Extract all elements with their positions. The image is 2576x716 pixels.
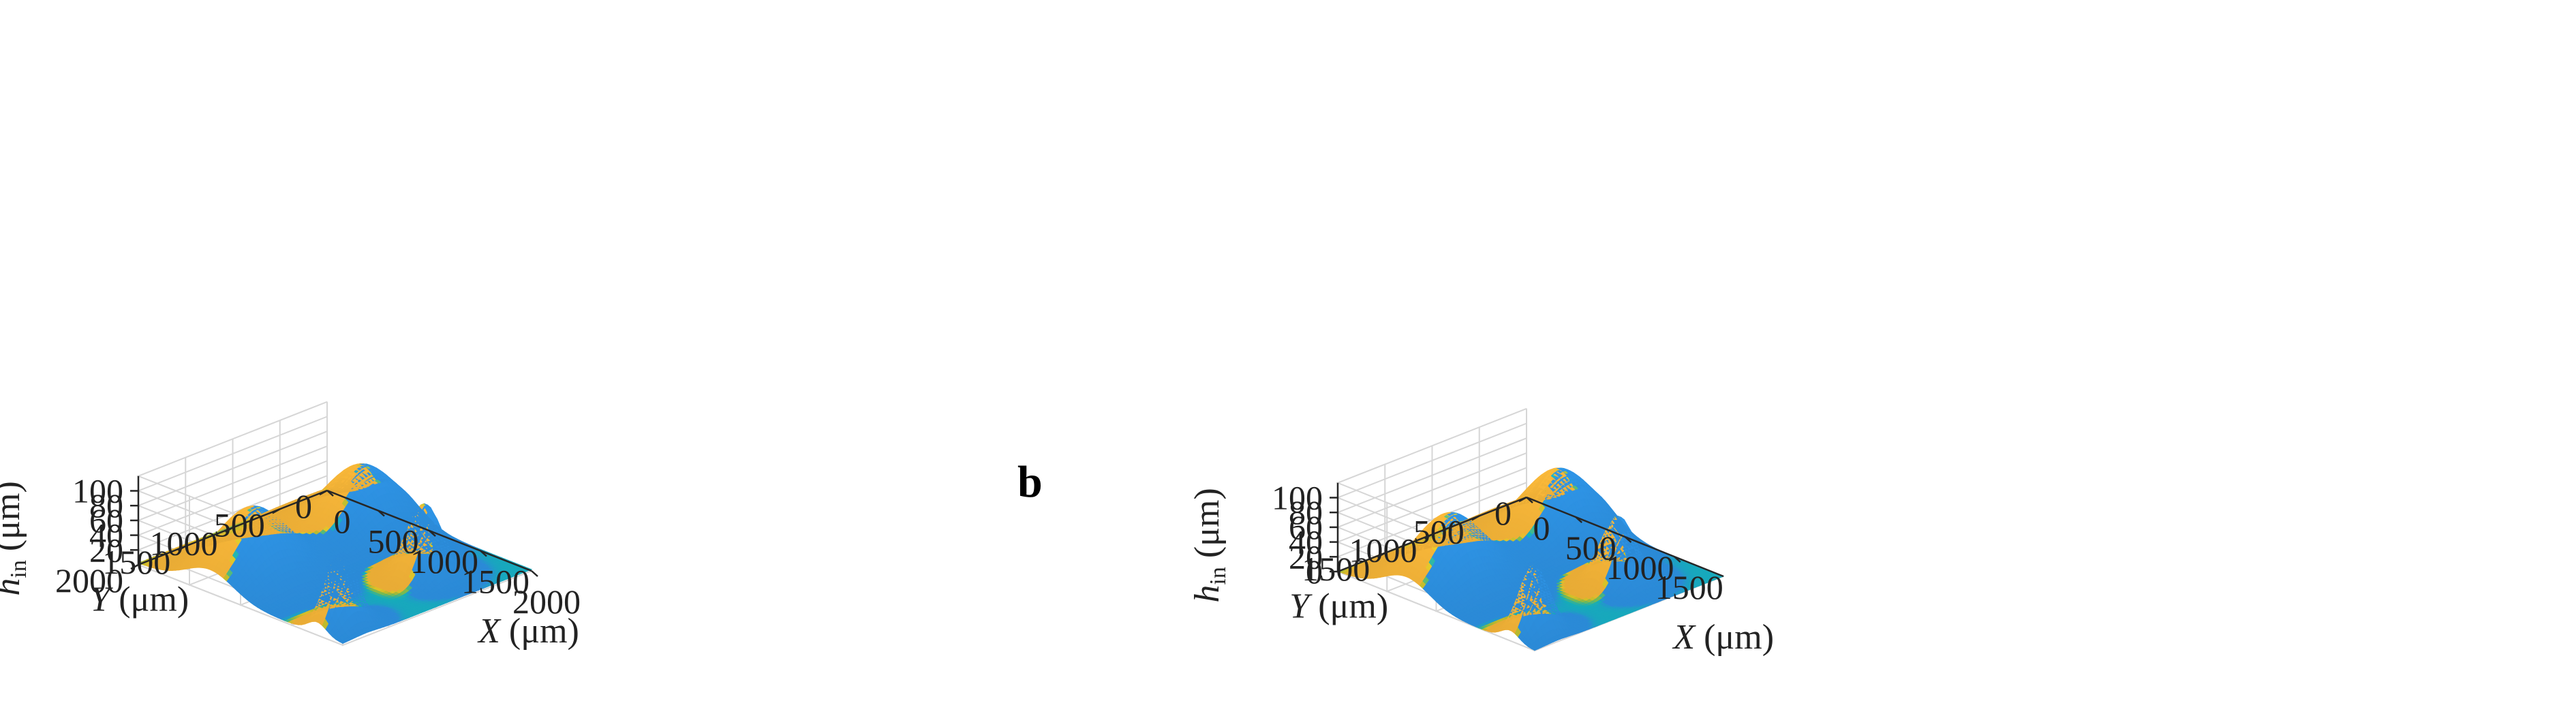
y-tick-label: 500 [214, 505, 265, 544]
x-tick-label: 0 [334, 502, 351, 540]
x-tick-mark [531, 570, 538, 577]
z-tick-label: 100 [72, 472, 123, 510]
surface-plot-a: 0500100015002000050010001500200020406080… [0, 401, 581, 651]
y-axis-label: Y (μm) [90, 580, 189, 619]
surface-mesh [137, 463, 533, 644]
z-axis-label: hin (μm) [0, 481, 31, 595]
x-axis-label: X (μm) [477, 612, 579, 651]
y-tick-label: 0 [295, 487, 312, 525]
